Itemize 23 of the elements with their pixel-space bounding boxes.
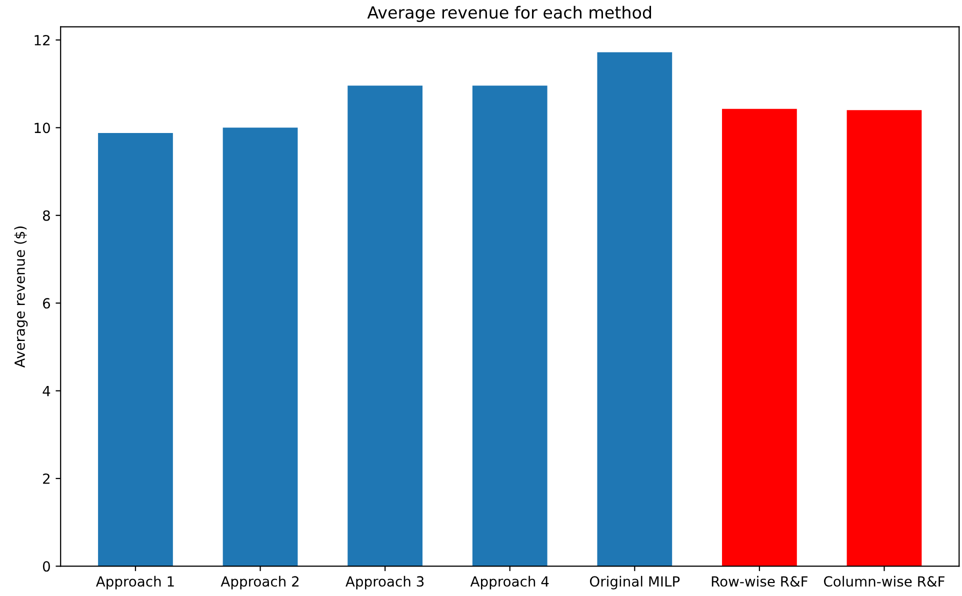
x-tick-label: Approach 3 — [346, 576, 424, 590]
bar — [597, 52, 672, 566]
x-tick-label: Column-wise R&F — [824, 576, 944, 587]
y-tick-label: 12 — [34, 34, 50, 46]
bar — [348, 86, 423, 566]
bar — [472, 86, 548, 566]
bar — [722, 108, 797, 566]
y-tick-label: 0 — [42, 561, 50, 572]
y-tick-label: 4 — [42, 386, 50, 396]
bar — [98, 132, 173, 566]
x-tick-label: Approach 1 — [96, 576, 174, 590]
x-tick-label: Row-wise R&F — [712, 576, 808, 587]
x-tick-label: Approach 4 — [470, 576, 549, 590]
bar — [222, 128, 298, 566]
y-tick-label: 6 — [43, 298, 50, 309]
y-tick-label: 10 — [34, 122, 50, 134]
y-axis-title: Average revenue ($) — [14, 226, 28, 368]
y-tick-label: 2 — [43, 473, 50, 484]
bar — [846, 110, 922, 566]
chart-title: Average revenue for each method — [367, 6, 652, 22]
y-tick-label: 8 — [42, 210, 50, 221]
x-tick-label: Approach 2 — [220, 576, 298, 590]
x-tick-label: Original MILP — [590, 576, 680, 590]
